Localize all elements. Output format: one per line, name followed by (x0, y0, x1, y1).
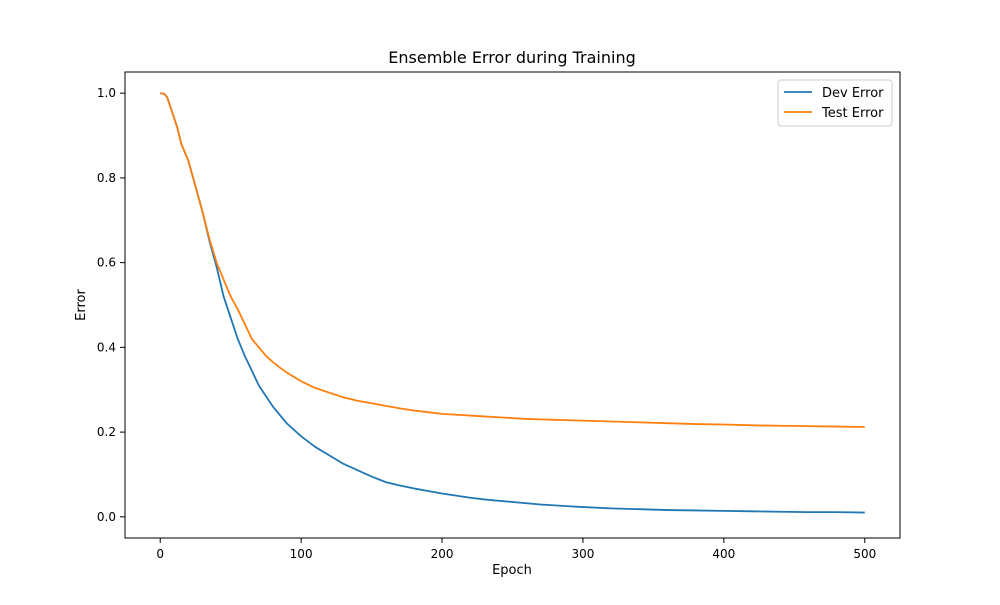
x-tick-label: 100 (290, 547, 313, 561)
chart-title: Ensemble Error during Training (388, 48, 635, 67)
y-tick-label: 0.4 (97, 340, 116, 354)
series-line-test-error (160, 92, 865, 428)
x-axis-label: Epoch (492, 563, 532, 578)
y-tick-label: 0.2 (97, 425, 116, 439)
x-tick-label: 0 (156, 547, 164, 561)
y-tick-label: 0.0 (97, 510, 116, 524)
y-tick-label: 1.0 (97, 86, 116, 100)
x-tick-label: 400 (712, 547, 735, 561)
axes-frame (124, 71, 901, 539)
x-tick-label: 200 (431, 547, 454, 561)
x-tick-label: 500 (853, 547, 876, 561)
plot-area (124, 71, 901, 539)
series-line-dev-error (160, 92, 865, 514)
y-axis-label: Error (74, 289, 89, 321)
axis-ticks: 0 100 200 300 400 500 0.0 0.2 0.4 0.6 0.8 1.0 (97, 86, 876, 561)
x-tick-label: 300 (572, 547, 595, 561)
legend: Dev Error Test Error (777, 79, 893, 127)
y-tick-label: 0.6 (97, 256, 116, 270)
legend-entry-label: Test Error (821, 106, 884, 121)
legend-entry-label: Dev Error (822, 86, 884, 101)
y-tick-label: 0.8 (97, 171, 116, 185)
